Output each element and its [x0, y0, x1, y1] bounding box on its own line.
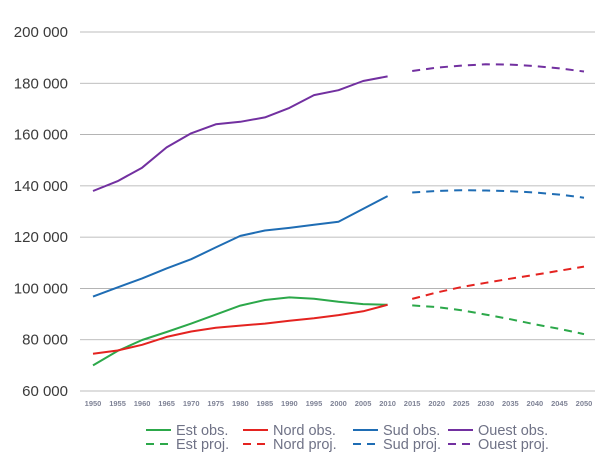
- legend-label-nord-proj: Nord proj.: [273, 437, 337, 453]
- x-tick-label: 2015: [404, 399, 421, 408]
- grid-lines: [80, 31, 595, 392]
- x-tick-label: 2005: [355, 399, 372, 408]
- legend-label-est-obs: Est obs.: [176, 423, 228, 439]
- y-axis-tick-labels: 60 000 80 000 100 000 120 000 140 000 160 000…: [14, 24, 68, 400]
- y-tick-label: 100 000: [14, 280, 68, 297]
- x-tick-label: 1970: [183, 399, 200, 408]
- x-tick-label: 2035: [502, 399, 519, 408]
- x-tick-label: 2000: [330, 399, 347, 408]
- series-line-est-obs: [92, 296, 388, 367]
- y-tick-label: 160 000: [14, 127, 68, 144]
- x-tick-label: 2020: [428, 399, 445, 408]
- series-line-est-proj: [412, 304, 585, 336]
- x-tick-label: 2010: [379, 399, 396, 408]
- x-tick-label: 1955: [109, 399, 126, 408]
- series-line-nord-proj: [411, 265, 585, 300]
- x-tick-label: 1965: [158, 399, 175, 408]
- y-tick-label: 60 000: [22, 383, 68, 400]
- x-tick-label: 1980: [232, 399, 249, 408]
- legend-label-ouest-obs: Ouest obs.: [478, 423, 548, 439]
- series-line-sud-proj: [412, 189, 585, 199]
- legend-label-est-proj: Est proj.: [176, 437, 229, 453]
- x-tick-label: 1985: [257, 399, 274, 408]
- series-line-ouest-proj: [412, 63, 585, 73]
- x-tick-label: 1995: [306, 399, 323, 408]
- series-line-sud-obs: [92, 195, 389, 298]
- x-tick-label: 1975: [207, 399, 224, 408]
- y-tick-label: 120 000: [14, 229, 68, 246]
- series-line-nord-obs: [92, 303, 388, 355]
- y-tick-label: 80 000: [22, 332, 68, 349]
- x-tick-label: 2025: [453, 399, 470, 408]
- x-tick-label: 2045: [551, 399, 568, 408]
- y-tick-label: 200 000: [14, 24, 68, 41]
- x-tick-label: 1960: [134, 399, 151, 408]
- x-tick-label: 2050: [576, 399, 593, 408]
- x-tick-label: 2040: [527, 399, 544, 408]
- x-tick-label: 1950: [85, 399, 102, 408]
- legend-label-sud-proj: Sud proj.: [383, 437, 441, 453]
- y-tick-label: 180 000: [14, 75, 68, 92]
- legend-label-ouest-proj: Ouest proj.: [478, 437, 549, 453]
- legend-label-sud-obs: Sud obs.: [383, 423, 440, 439]
- y-tick-label: 140 000: [14, 178, 68, 195]
- x-axis-tick-labels: 1950 1955 1960 1965 1970 1975 1980 1985 1990 1995…: [85, 399, 593, 408]
- series-line-ouest-obs: [92, 75, 388, 192]
- legend: Est obs. Nord obs. Sud obs. Ouest obs. Est p…: [146, 423, 549, 453]
- x-tick-label: 1990: [281, 399, 298, 408]
- legend-label-nord-obs: Nord obs.: [273, 423, 336, 439]
- x-tick-label: 2030: [477, 399, 494, 408]
- series-lines: [92, 63, 585, 367]
